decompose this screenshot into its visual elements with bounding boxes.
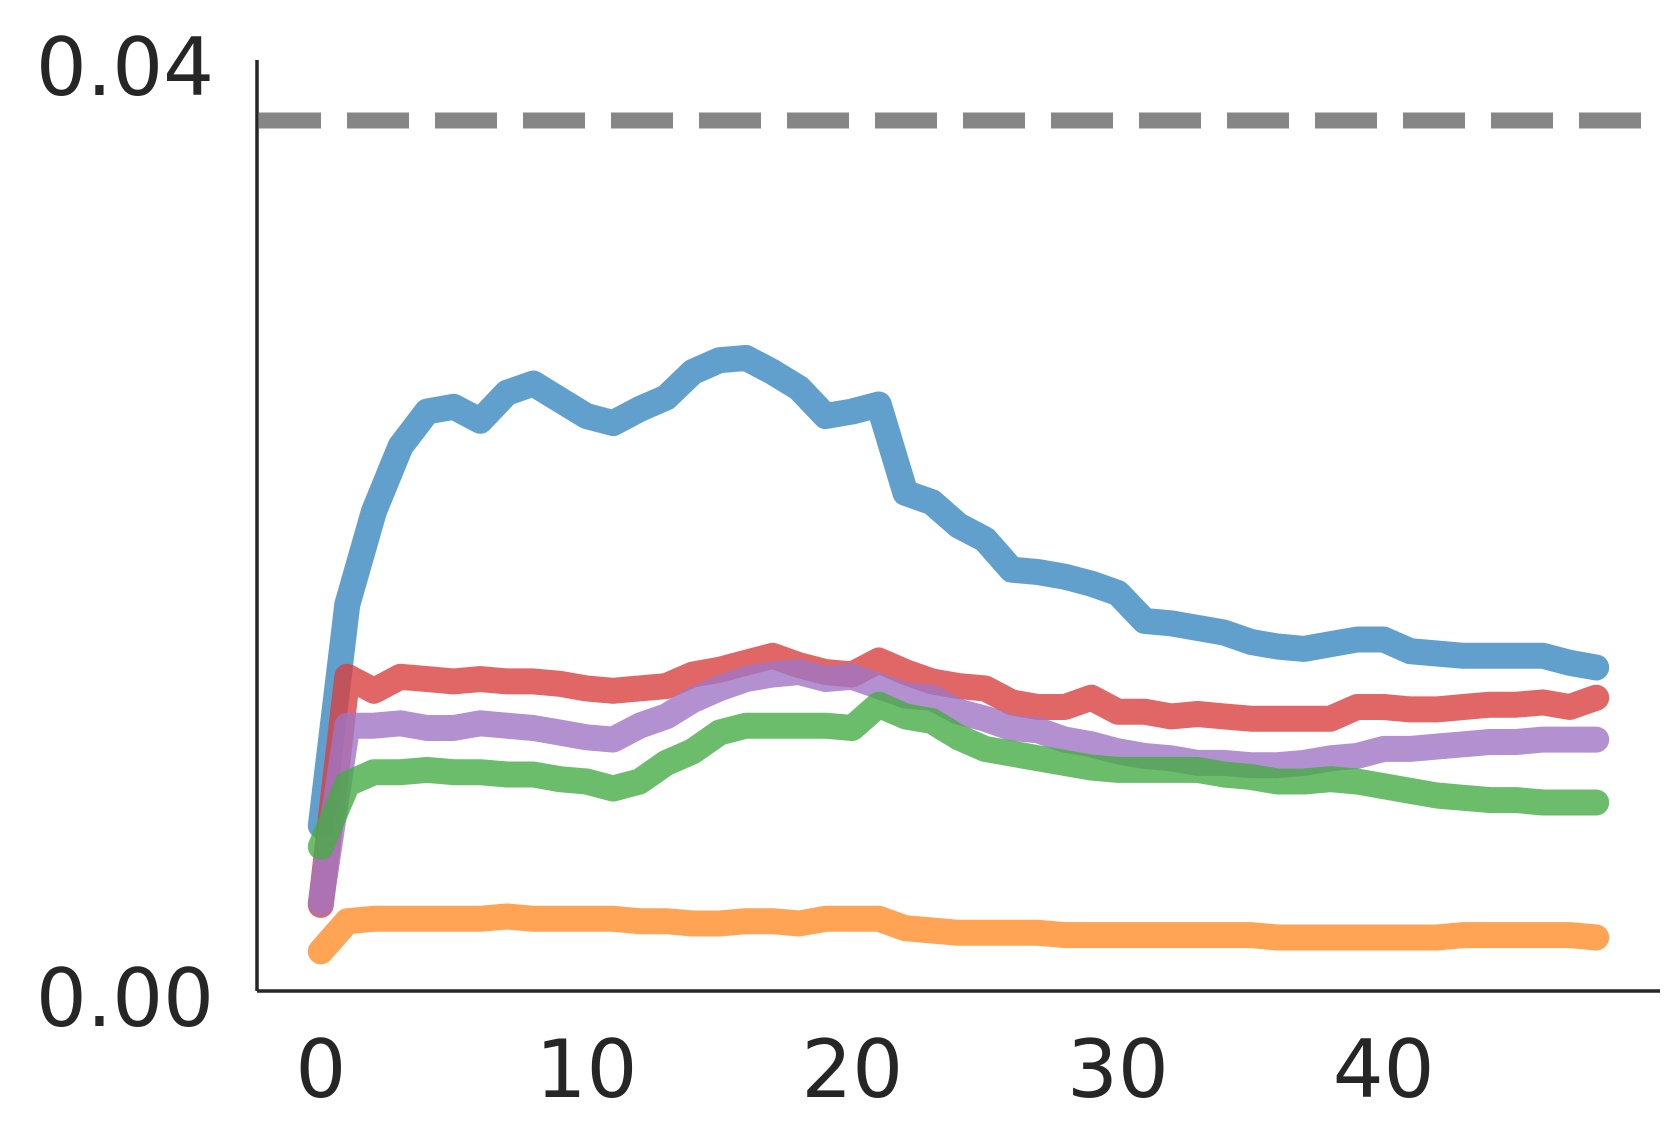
x-tick-label: 10 — [536, 1023, 638, 1116]
series-line-4 — [307, 691, 1610, 860]
axes — [255, 60, 1660, 993]
series-line-5 — [307, 903, 1610, 965]
tick-labels: 0 10 20 30 40 0.00 0.04 — [36, 21, 1435, 1116]
y-tick-label: 0.00 — [36, 952, 214, 1045]
series-line-1 — [307, 344, 1610, 839]
series-line-2 — [307, 642, 1610, 918]
x-tick-label: 30 — [1067, 1023, 1169, 1116]
x-tick-label: 20 — [801, 1023, 903, 1116]
y-tick-label: 0.04 — [36, 21, 214, 114]
x-tick-label: 0 — [295, 1023, 346, 1116]
x-tick-label: 40 — [1333, 1023, 1435, 1116]
series-line-3 — [307, 659, 1610, 916]
plot-area — [259, 112, 1650, 965]
